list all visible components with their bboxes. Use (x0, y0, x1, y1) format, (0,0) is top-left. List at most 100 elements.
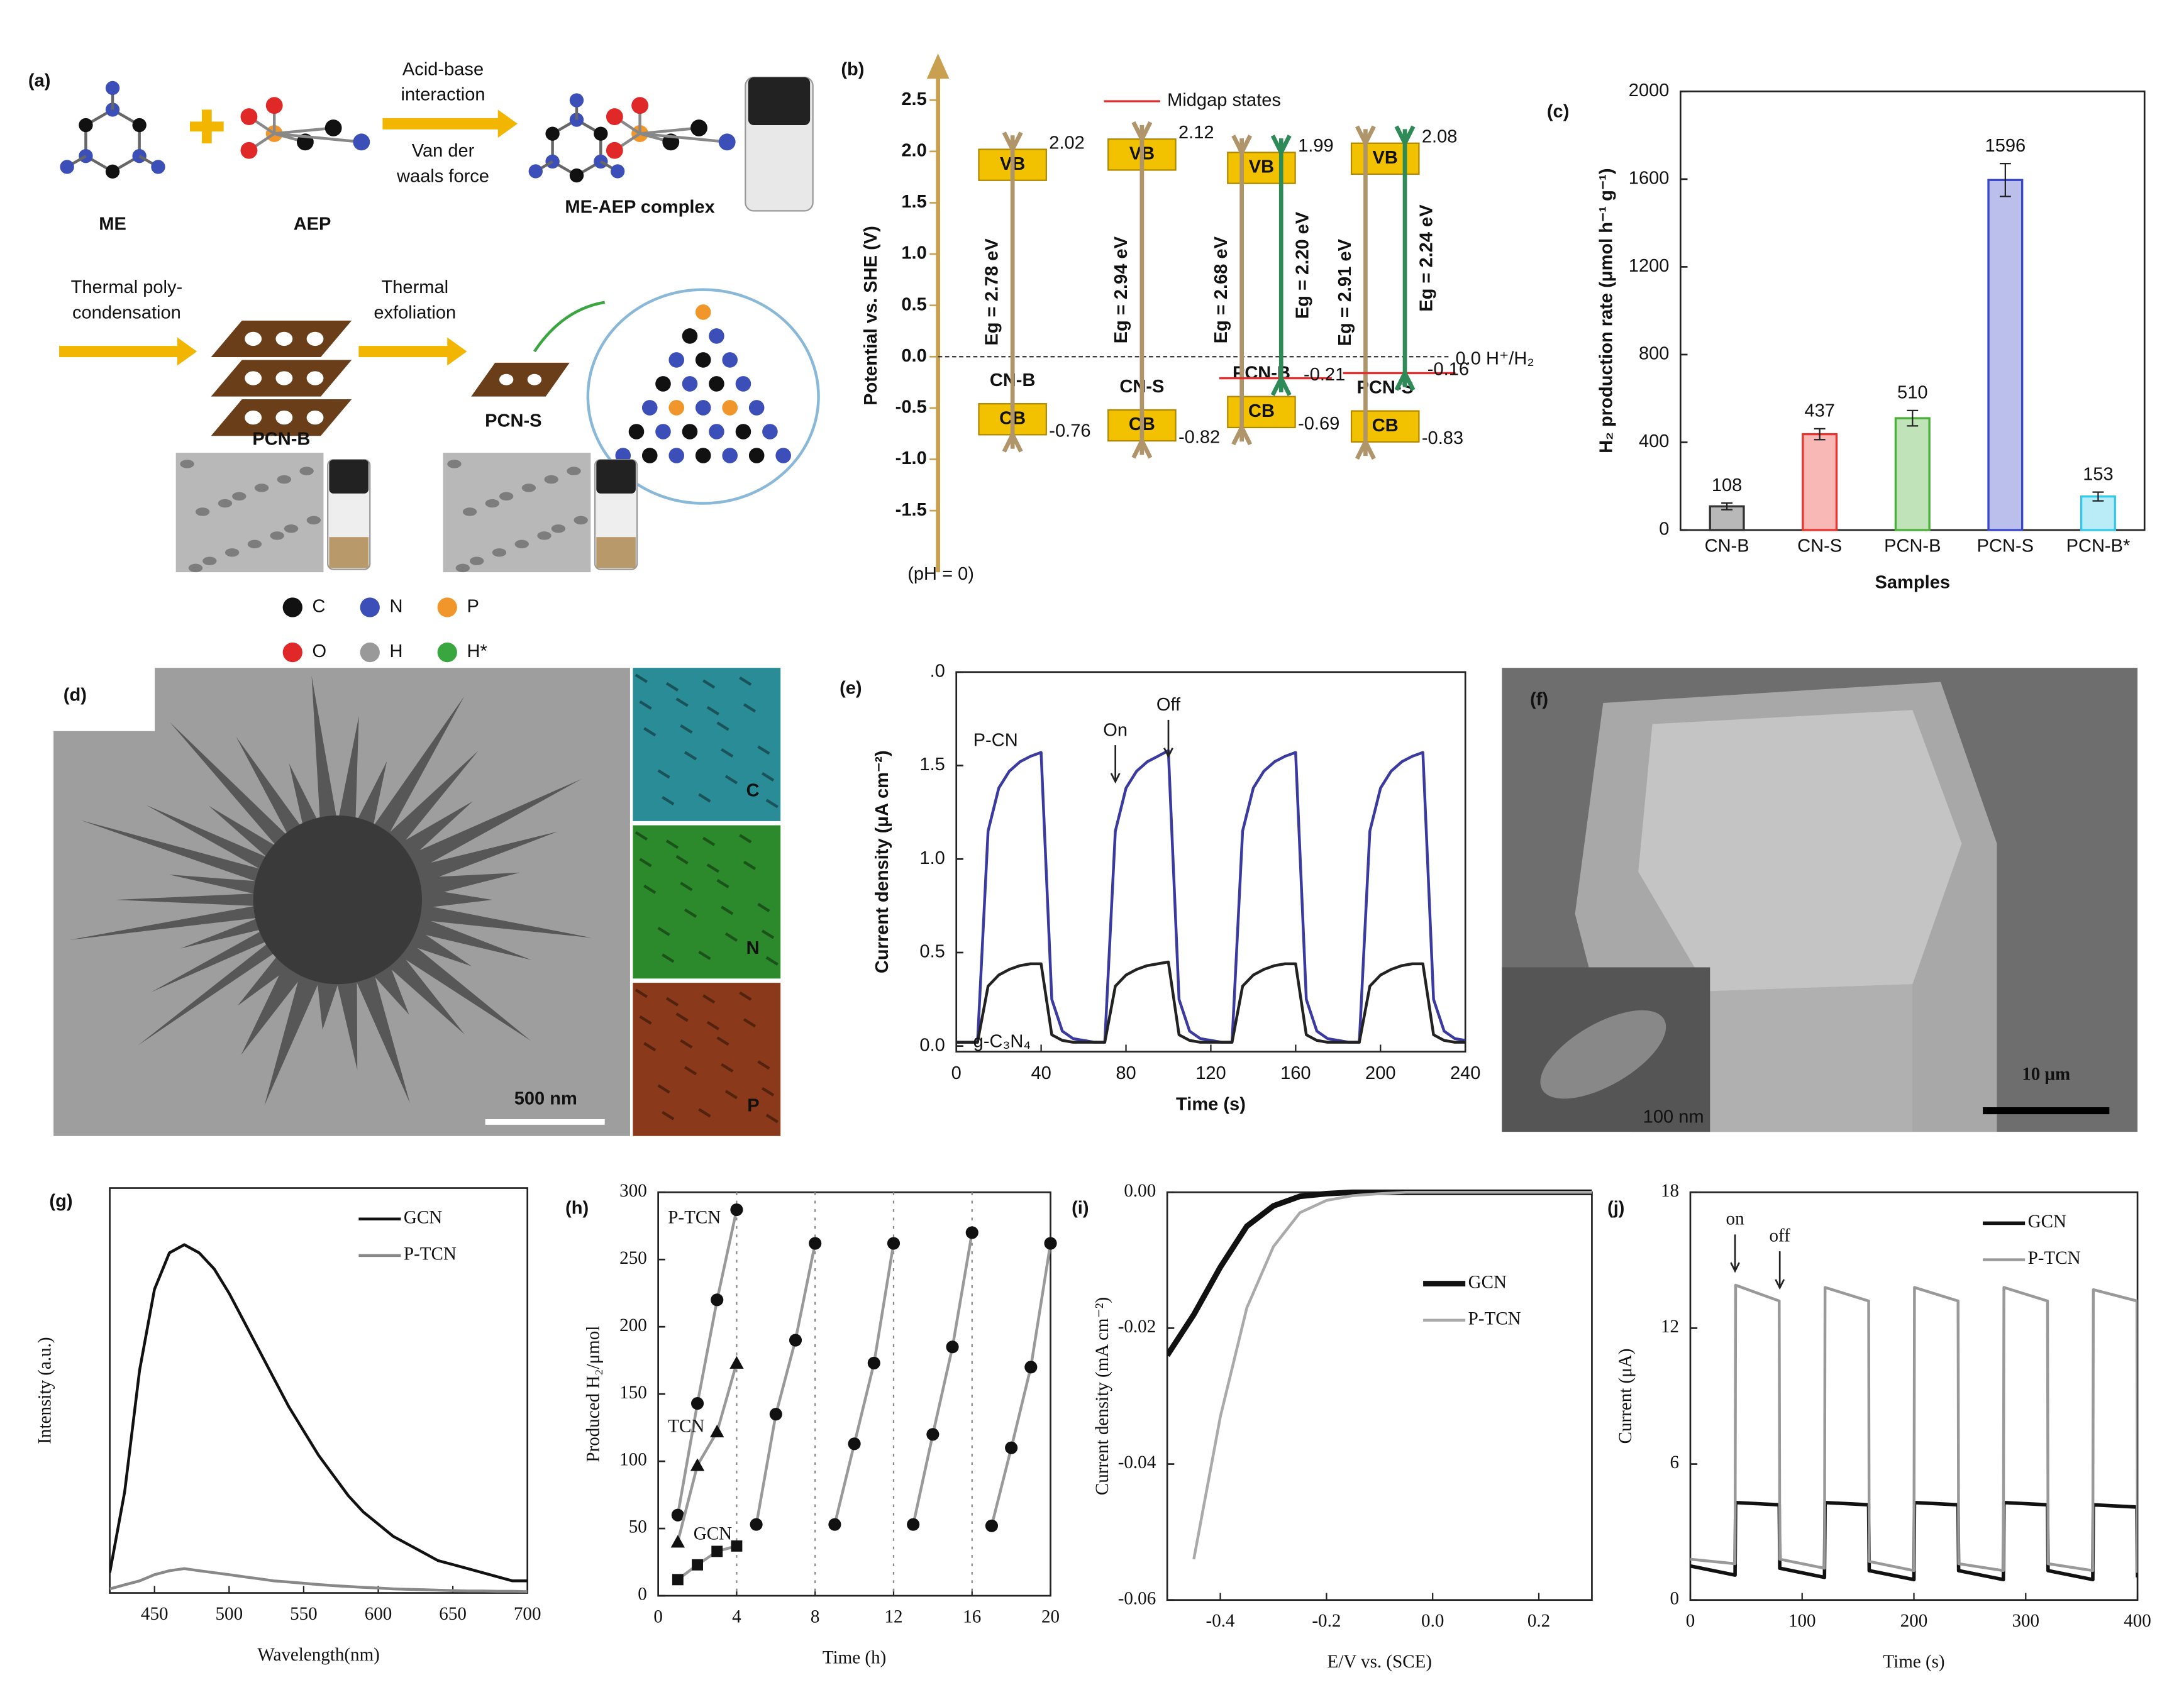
legend-label: Midgap states (1167, 91, 1281, 111)
legend-label: P-TCN (668, 1208, 721, 1228)
map-texture (716, 878, 729, 888)
series-line (109, 1243, 528, 1583)
map-texture (739, 676, 752, 686)
texture (284, 524, 299, 533)
atom (748, 400, 765, 416)
layer-sheet (471, 362, 570, 397)
panel-label: (b) (841, 59, 864, 79)
atom (695, 448, 711, 463)
map-texture (684, 1066, 697, 1076)
texture (567, 467, 581, 475)
marker (828, 1518, 841, 1531)
atom (528, 164, 543, 179)
marker (1005, 1441, 1018, 1454)
atom (735, 424, 751, 439)
y-tick-label: .0 (930, 661, 945, 682)
marker (692, 1559, 703, 1571)
bandgap-label: Eg = 2.91 eV (1335, 238, 1355, 346)
box-label: CB (1248, 401, 1275, 421)
map-texture (662, 953, 675, 963)
marker (729, 1356, 744, 1369)
x-tick-label: 4 (732, 1606, 741, 1627)
legend-label: N (390, 597, 403, 617)
series-line (109, 1567, 528, 1593)
map-texture (761, 1086, 775, 1097)
error-bar (2092, 491, 2104, 502)
y-tick-label: 1600 (1629, 169, 1670, 189)
marker (710, 1424, 724, 1437)
x-tick-label: 200 (1365, 1063, 1395, 1083)
legend-label: H* (467, 641, 487, 661)
map-texture (643, 727, 657, 737)
map-texture (724, 932, 738, 942)
y-tick-label: 6 (1670, 1452, 1680, 1473)
map-texture (662, 1110, 675, 1120)
atom (709, 376, 724, 392)
atom (151, 160, 165, 174)
atom (105, 164, 120, 179)
x-tick-label: 700 (514, 1604, 541, 1624)
map-texture (761, 771, 775, 782)
atom (594, 126, 608, 141)
y-axis-label: Potential vs. SHE (V) (861, 226, 881, 406)
label: PCN-B (252, 429, 310, 450)
error-bar (1814, 428, 1826, 441)
value-label: -0.69 (1298, 414, 1339, 434)
legend-dot (360, 642, 380, 663)
pore (245, 331, 262, 346)
legend-label: H (390, 641, 403, 661)
map-texture (721, 748, 734, 758)
map-texture (702, 836, 716, 846)
label: exfoliation (374, 302, 456, 323)
map-texture (761, 929, 775, 939)
x-tick-label: PCN-B* (2066, 536, 2131, 556)
x-tick-label: 160 (1280, 1063, 1311, 1083)
atom (628, 424, 645, 439)
x-tick-label: 0.2 (1527, 1611, 1550, 1631)
map-texture (657, 926, 670, 936)
label: Thermal poly- (71, 277, 183, 297)
map-texture (706, 705, 719, 716)
label: Van der (412, 141, 475, 161)
map-texture (724, 1090, 738, 1100)
pore (499, 373, 514, 385)
map-texture (757, 745, 770, 755)
atom (668, 400, 685, 416)
x-tick-label: 0 (653, 1606, 663, 1627)
atom (60, 160, 74, 174)
texture (224, 548, 240, 557)
vial-cap (329, 460, 369, 494)
marker (809, 1237, 822, 1250)
map-texture (684, 751, 697, 761)
marker (907, 1518, 920, 1531)
legend-label: GCN (404, 1207, 442, 1227)
marker (848, 1437, 861, 1451)
x-tick-label: 40 (1031, 1063, 1051, 1083)
atom (655, 424, 671, 439)
bar (1894, 417, 1931, 531)
vial-cap (748, 77, 811, 126)
atom (718, 133, 736, 151)
value-label: 2.08 (1422, 126, 1458, 146)
x-tick-label: 0 (1686, 1611, 1695, 1631)
panel-label: (f) (1530, 689, 1548, 709)
map-texture (657, 1084, 670, 1094)
texture (455, 563, 470, 573)
atom (735, 376, 751, 392)
atom (641, 448, 658, 463)
atom (682, 376, 698, 392)
vial-powder (596, 537, 636, 568)
x-tick-label: 0 (951, 1063, 962, 1083)
legend-label: P-CN (973, 731, 1018, 751)
series-line (677, 1544, 738, 1581)
plus-sign (190, 109, 224, 144)
map-texture (743, 1018, 757, 1028)
bar (1802, 433, 1838, 531)
series-line (956, 749, 1466, 1044)
value-label: -0.82 (1178, 427, 1220, 447)
value-label: -0.16 (1427, 360, 1469, 380)
x-tick-label: 120 (1195, 1063, 1226, 1083)
map-texture (702, 679, 716, 689)
legend-label: GCN (2028, 1212, 2066, 1232)
